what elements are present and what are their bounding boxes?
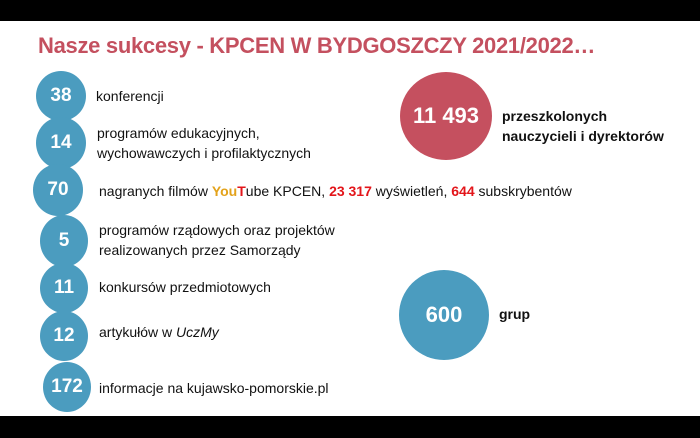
- label-line: wychowawczych i profilaktycznych: [97, 145, 311, 161]
- stat-circle-conferences: 38: [36, 71, 86, 121]
- text: artykułów w: [99, 324, 177, 340]
- stat-label-contests: konkursów przedmiotowych: [99, 279, 271, 295]
- text: ube KPCEN,: [245, 183, 330, 199]
- stat-circle-programs: 14: [36, 117, 86, 169]
- youtube-t: T: [237, 183, 246, 199]
- text: wyświetleń,: [371, 183, 452, 199]
- stat-label-conferences: konferencji: [96, 88, 164, 104]
- views-count: 23 317: [329, 183, 372, 199]
- label-line: przeszkolonych: [502, 108, 608, 124]
- stat-label-trained: przeszkolonych nauczycieli i dyrektorów: [502, 106, 664, 146]
- slide: Nasze sukcesy - KPCEN W BYDGOSZCZY 2021/…: [0, 21, 700, 416]
- stat-circle-videos: 70: [33, 164, 83, 216]
- stat-label-programs: programów edukacyjnych, wychowawczych i …: [97, 123, 311, 163]
- label-line: nauczycieli i dyrektorów: [502, 128, 664, 144]
- stat-circle-contests: 11: [40, 263, 88, 313]
- label-line: realizowanych przez Samorządy: [99, 242, 301, 258]
- stat-circle-gov-programs: 5: [40, 215, 88, 267]
- stat-circle-news: 172: [43, 362, 91, 412]
- label-line: programów rządowych oraz projektów: [99, 222, 335, 238]
- stat-label-videos: nagranych filmów YouTube KPCEN, 23 317 w…: [99, 181, 572, 201]
- stat-label-news: informacje na kujawsko-pomorskie.pl: [99, 380, 329, 396]
- stat-label-articles: artykułów w UczMy: [99, 322, 219, 342]
- subscribers-count: 644: [451, 183, 475, 199]
- slide-title: Nasze sukcesy - KPCEN W BYDGOSZCZY 2021/…: [38, 33, 596, 58]
- stat-circle-groups: 600: [399, 270, 489, 360]
- stat-circle-trained: 11 493: [400, 72, 492, 160]
- stat-label-gov-programs: programów rządowych oraz projektów reali…: [99, 220, 335, 260]
- stat-label-groups: grup: [499, 306, 531, 322]
- text: nagranych filmów: [99, 183, 212, 199]
- text: subskrybentów: [474, 183, 572, 199]
- magazine-name: UczMy: [176, 324, 219, 340]
- label-line: programów edukacyjnych,: [97, 125, 260, 141]
- stat-circle-articles: 12: [40, 311, 88, 361]
- youtube-you: You: [211, 183, 238, 199]
